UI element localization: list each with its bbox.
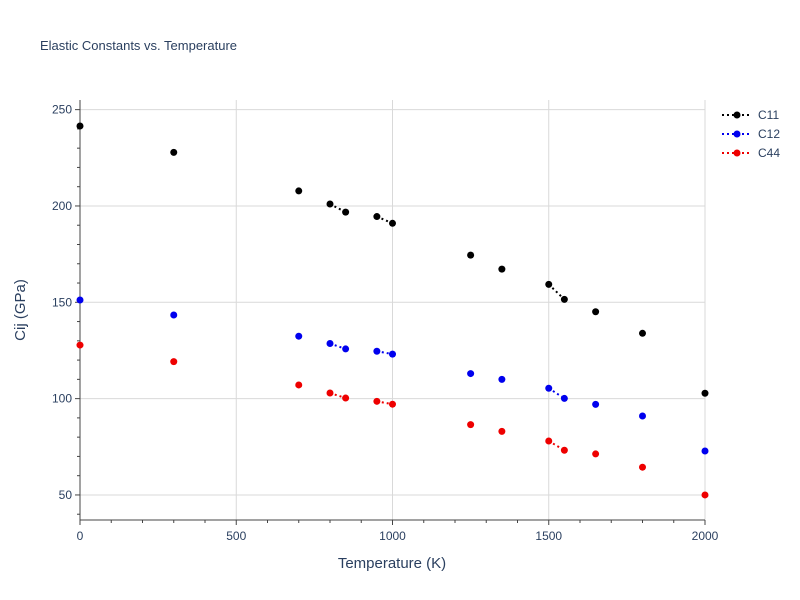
data-point [373, 347, 381, 355]
data-point [545, 280, 553, 288]
data-point [76, 296, 84, 304]
data-point [592, 308, 600, 316]
legend-marker [733, 149, 741, 157]
y-axis-title: Cij (GPa) [12, 279, 29, 341]
data-point [342, 394, 350, 402]
data-point [170, 148, 178, 156]
data-point [560, 295, 568, 303]
series-c11 [76, 122, 709, 397]
data-point [592, 400, 600, 408]
data-point [639, 329, 646, 337]
data-point [170, 358, 178, 366]
data-point [701, 491, 709, 499]
data-point [76, 341, 84, 349]
legend-label: C44 [758, 146, 780, 160]
data-point [498, 427, 506, 435]
x-tick-label: 1000 [379, 529, 406, 543]
plot-area [76, 122, 709, 499]
data-point [326, 340, 334, 348]
data-point [373, 213, 381, 221]
chart-title: Elastic Constants vs. Temperature [40, 38, 237, 53]
data-point [701, 389, 709, 397]
legend-label: C12 [758, 127, 780, 141]
x-axis-title: Temperature (K) [338, 555, 446, 572]
data-point [170, 311, 178, 319]
y-tick-label: 250 [52, 103, 72, 117]
data-point [389, 400, 396, 408]
y-tick-label: 150 [52, 295, 72, 309]
axes [75, 100, 706, 525]
x-tick-label: 0 [77, 529, 84, 543]
series-c12 [76, 296, 709, 455]
legend[interactable]: C11 C12 C44 [722, 108, 780, 160]
data-point [560, 446, 568, 454]
tick-labels: 0 500 1000 1500 2000 50 100 150 200 250 [52, 103, 719, 543]
data-point [295, 332, 303, 340]
data-point [592, 450, 600, 458]
data-point [326, 200, 334, 208]
legend-marker [733, 111, 741, 119]
data-point [560, 394, 568, 402]
data-point [498, 375, 506, 383]
grid [80, 100, 706, 520]
data-point [389, 350, 396, 358]
x-tick-label: 1500 [535, 529, 562, 543]
legend-item-c12[interactable]: C12 [722, 127, 780, 141]
legend-item-c11[interactable]: C11 [722, 108, 779, 122]
data-point [467, 421, 475, 429]
data-point [545, 384, 553, 392]
data-point [389, 219, 396, 227]
data-point [373, 397, 381, 405]
data-point [295, 187, 303, 195]
data-point [76, 122, 84, 130]
data-point [342, 208, 350, 216]
data-point [295, 381, 303, 389]
data-point [342, 345, 350, 353]
x-tick-label: 2000 [692, 529, 719, 543]
data-point [326, 389, 334, 397]
data-point [467, 251, 475, 259]
y-tick-label: 200 [52, 199, 72, 213]
data-point [498, 265, 506, 273]
data-point [545, 437, 553, 445]
legend-item-c44[interactable]: C44 [722, 146, 780, 160]
series-line-segment [548, 283, 566, 301]
data-point [639, 463, 646, 471]
data-point [639, 412, 646, 420]
series-c44 [76, 341, 709, 499]
legend-marker [733, 130, 741, 138]
data-point [701, 447, 709, 455]
data-point [467, 370, 475, 378]
legend-label: C11 [758, 108, 779, 122]
y-tick-label: 50 [59, 488, 73, 502]
x-tick-label: 500 [226, 529, 246, 543]
y-tick-label: 100 [52, 392, 72, 406]
